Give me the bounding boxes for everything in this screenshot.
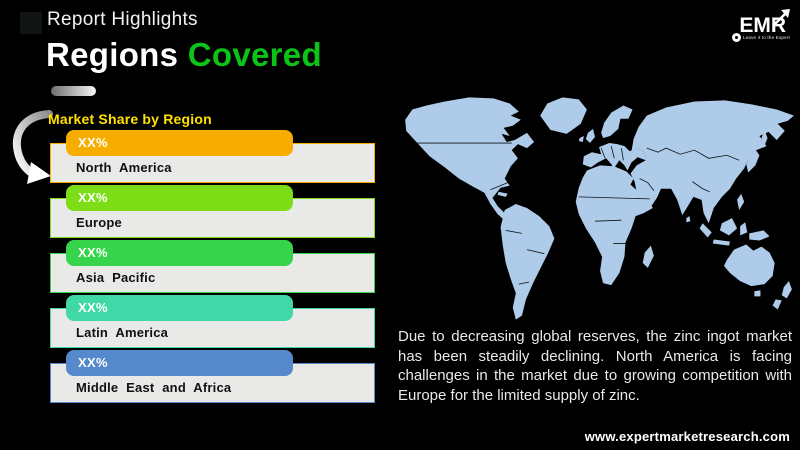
region-row-latin-america: Latin America XX% bbox=[50, 295, 375, 348]
map-sulawesi bbox=[740, 222, 748, 236]
chart-title: Market Share by Region bbox=[48, 111, 212, 127]
map-madagascar bbox=[642, 245, 654, 268]
map-borders bbox=[413, 142, 740, 285]
map-cuba bbox=[497, 191, 508, 197]
page-title: Regions Covered bbox=[46, 36, 322, 74]
region-value: XX% bbox=[78, 355, 108, 370]
region-label: Europe bbox=[76, 215, 122, 230]
market-description: Due to decreasing global reserves, the z… bbox=[398, 328, 792, 404]
map-sri-lanka bbox=[686, 216, 691, 223]
logo-growth-arrow-icon bbox=[774, 9, 790, 25]
logo-tagline: Leave it to the Expert bbox=[743, 35, 790, 40]
region-value: XX% bbox=[78, 190, 108, 205]
region-bar-list: North America XX% Europe XX% Asia Pacifi… bbox=[50, 130, 375, 405]
region-row-north-america: North America XX% bbox=[50, 130, 375, 183]
region-value: XX% bbox=[78, 135, 108, 150]
map-new-zealand-north bbox=[781, 281, 792, 299]
map-java bbox=[712, 239, 730, 246]
map-australia bbox=[723, 244, 775, 287]
map-japan bbox=[746, 148, 760, 173]
region-row-middle-east-africa: Middle East and Africa XX% bbox=[50, 350, 375, 403]
logo-text: EMR bbox=[739, 14, 786, 37]
world-map bbox=[392, 82, 798, 332]
map-asia bbox=[630, 100, 794, 224]
logo-dot-icon bbox=[732, 33, 741, 42]
region-value-bar: XX% bbox=[66, 185, 293, 211]
website-link[interactable]: www.expertmarketresearch.com bbox=[584, 429, 790, 444]
map-borneo bbox=[719, 218, 738, 236]
map-scandinavia bbox=[601, 105, 633, 138]
map-ireland bbox=[578, 135, 584, 143]
map-sumatra bbox=[699, 223, 712, 238]
title-white-part: Regions bbox=[46, 36, 179, 73]
map-iceland bbox=[570, 117, 580, 125]
region-label: Asia Pacific bbox=[76, 270, 156, 285]
region-value-bar: XX% bbox=[66, 130, 293, 156]
region-label: North America bbox=[76, 160, 172, 175]
map-new-zealand-south bbox=[772, 299, 782, 310]
slide-eyebrow: Report Highlights bbox=[47, 9, 198, 30]
region-row-europe: Europe XX% bbox=[50, 185, 375, 238]
map-tasmania bbox=[754, 290, 761, 297]
region-value-bar: XX% bbox=[66, 295, 293, 321]
region-row-asia-pacific: Asia Pacific XX% bbox=[50, 240, 375, 293]
map-north-america bbox=[405, 97, 535, 223]
map-sakhalin bbox=[761, 129, 768, 149]
decorative-square bbox=[20, 12, 42, 34]
map-uk bbox=[585, 128, 595, 144]
region-value-bar: XX% bbox=[66, 240, 293, 266]
title-underline bbox=[51, 86, 96, 96]
region-value: XX% bbox=[78, 245, 108, 260]
region-value-bar: XX% bbox=[66, 350, 293, 376]
map-philippines bbox=[737, 193, 745, 211]
emr-logo: EMR Leave it to the Expert bbox=[728, 6, 794, 50]
curved-arrow-icon bbox=[12, 110, 53, 184]
map-greenland bbox=[540, 97, 587, 134]
region-value: XX% bbox=[78, 300, 108, 315]
region-label: Middle East and Africa bbox=[76, 380, 232, 395]
map-africa bbox=[575, 165, 653, 286]
map-new-guinea bbox=[749, 230, 770, 241]
map-south-america bbox=[500, 203, 555, 320]
title-green-part: Covered bbox=[187, 36, 322, 73]
region-label: Latin America bbox=[76, 325, 169, 340]
